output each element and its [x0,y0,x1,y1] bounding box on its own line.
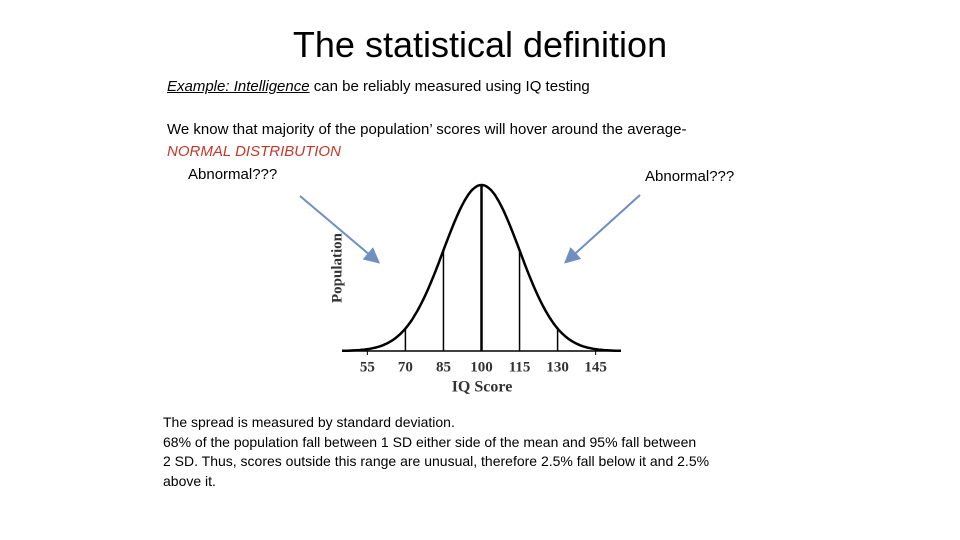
body-text: The spread is measured by standard devia… [163,413,709,491]
x-tick-label: 70 [398,359,413,375]
y-axis-label: Population [329,232,345,303]
x-tick-label: 145 [584,359,607,375]
arrow [299,195,381,264]
body-line: above it. [163,472,216,489]
highlight-text: NORMAL DISTRIBUTION [167,143,341,160]
arrow [564,194,641,264]
body-line: 68% of the population fall between 1 SD … [163,433,697,450]
x-tick-label: 130 [546,359,569,375]
example-line: Example: Intelligence can be reliably me… [167,78,590,95]
annotation: Abnormal??? [188,166,278,183]
x-tick-label: 115 [509,359,531,375]
slide-title: The statistical definition [292,24,668,65]
x-axis-label: IQ Score [452,379,513,396]
annotation: Abnormal??? [645,168,735,185]
example-text: can be reliably measured using IQ testin… [313,78,590,95]
example-lead: Example: Intelligence [167,78,310,95]
body-line: The spread is measured by standard devia… [163,414,455,430]
x-tick-label: 85 [436,359,451,375]
x-tick-label: 100 [470,359,493,375]
body-line: 2 SD. Thus, scores outside this range ar… [163,453,710,469]
intro-text: We know that majority of the population’… [167,121,687,138]
x-tick-label: 55 [360,359,375,375]
